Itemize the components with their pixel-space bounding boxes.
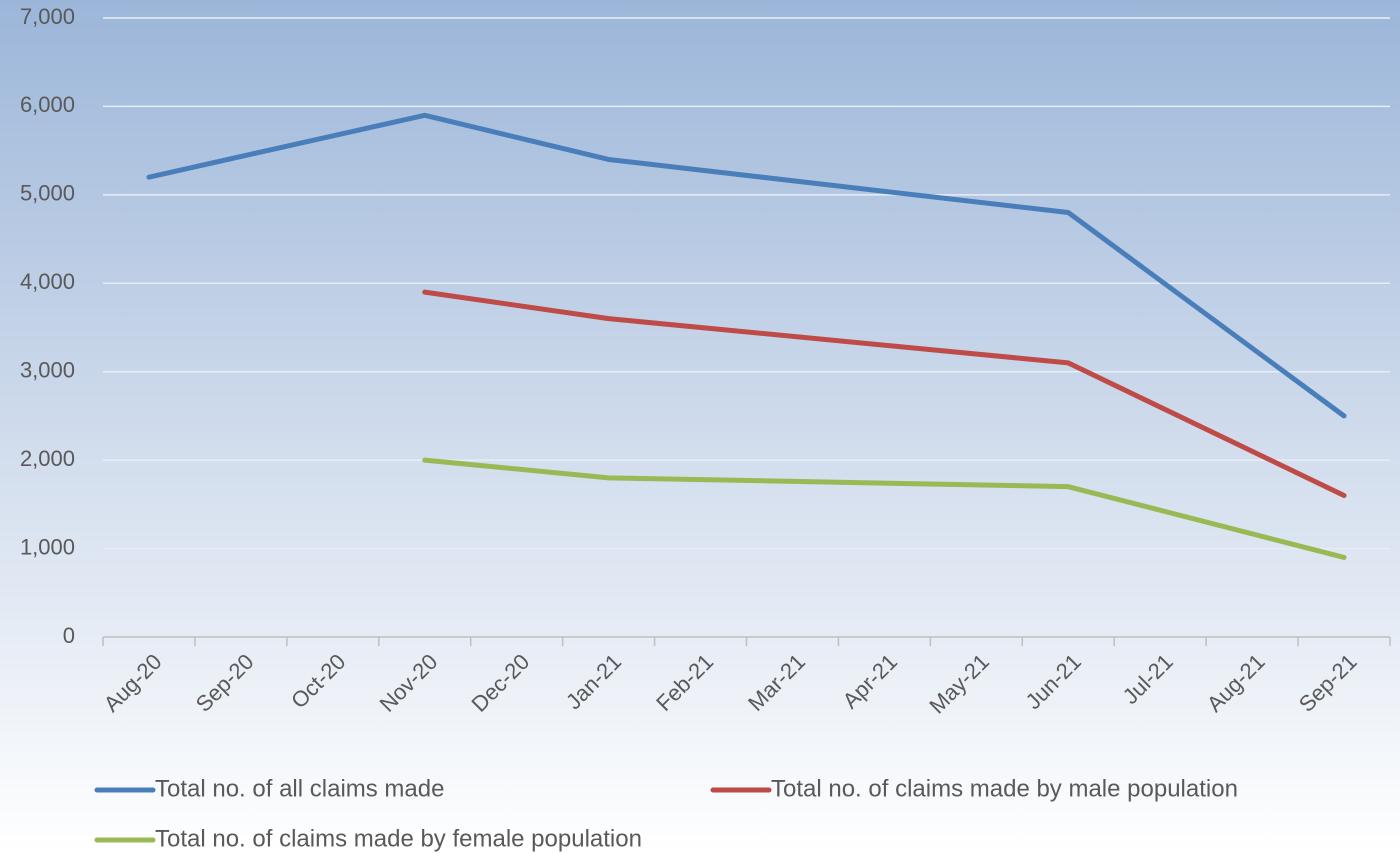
y-tick-label: 0 bbox=[63, 623, 75, 648]
legend-label: Total no. of claims made by male populat… bbox=[771, 775, 1238, 802]
series-line bbox=[146, 112, 1347, 419]
y-tick-label: 2,000 bbox=[20, 446, 75, 471]
y-tick-label: 6,000 bbox=[20, 92, 75, 117]
series-line bbox=[422, 457, 1347, 560]
legend-label: Total no. of claims made by female popul… bbox=[155, 825, 642, 852]
y-tick-label: 7,000 bbox=[20, 4, 75, 29]
legend-label: Total no. of all claims made bbox=[155, 775, 444, 802]
y-tick-label: 5,000 bbox=[20, 181, 75, 206]
series-line bbox=[422, 289, 1347, 499]
y-tick-label: 1,000 bbox=[20, 534, 75, 559]
y-tick-label: 4,000 bbox=[20, 269, 75, 294]
y-tick-label: 3,000 bbox=[20, 358, 75, 383]
